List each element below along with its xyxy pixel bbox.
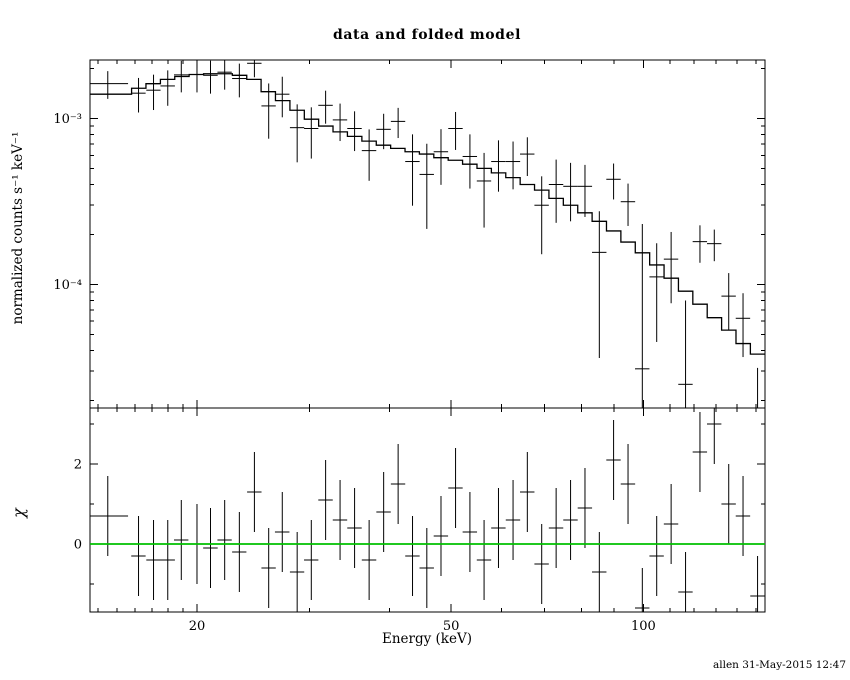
x-tick-label: 50: [443, 619, 460, 634]
model-step-line: [90, 73, 765, 355]
y-tick-label: 0: [74, 538, 82, 553]
y-tick-label: 10⁻³: [53, 112, 82, 127]
y-tick-label: 10⁻⁴: [53, 278, 82, 293]
y-tick-label: 2: [74, 458, 82, 473]
x-axis-label: Energy (keV): [382, 631, 472, 647]
x-tick-label: 100: [631, 619, 656, 634]
panel-spectrum: 10⁻³ 10⁻⁴: [53, 59, 766, 409]
chart-title: data and folded model: [333, 27, 521, 43]
data-points: [90, 60, 759, 408]
chi-axis-label: χ: [9, 507, 28, 519]
y-axis-label: normalized counts s⁻¹ keV⁻¹: [10, 132, 26, 325]
plot-timestamp: allen 31-May-2015 12:47: [713, 659, 846, 671]
residuals-points: [90, 408, 765, 612]
x-tick-label: 20: [189, 619, 206, 634]
